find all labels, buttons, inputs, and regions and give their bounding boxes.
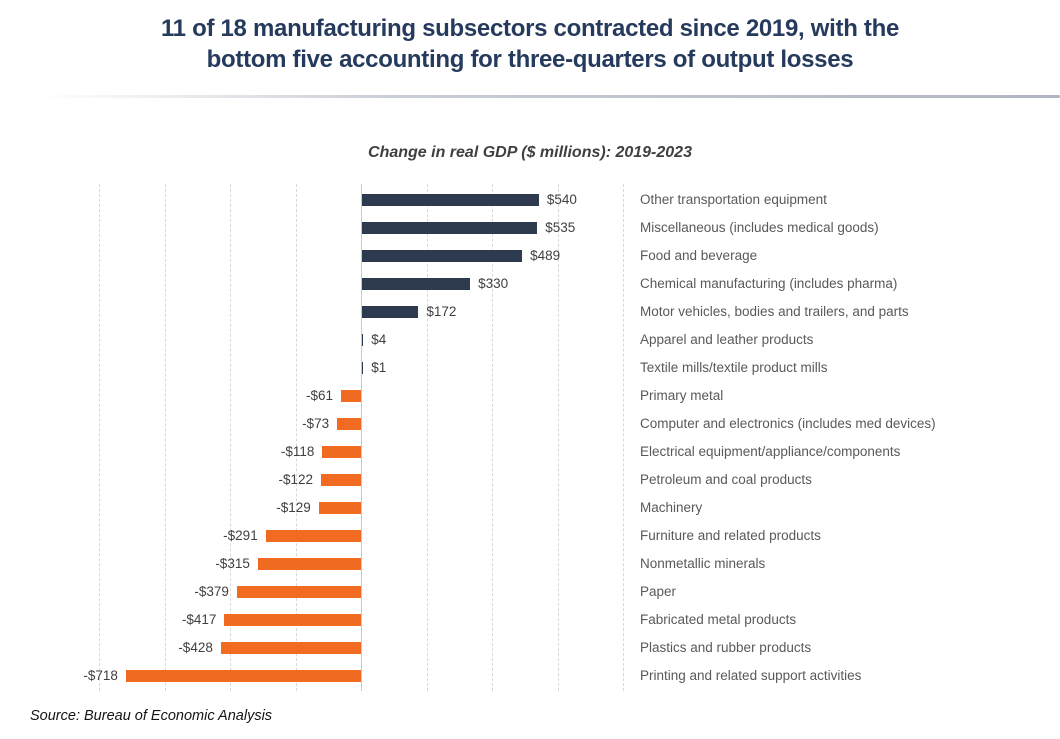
category-label: Apparel and leather products — [640, 331, 814, 347]
value-label: -$428 — [178, 640, 213, 655]
bar — [362, 221, 538, 234]
chart-subtitle: Change in real GDP ($ millions): 2019-20… — [368, 144, 692, 161]
category-label: Printing and related support activities — [640, 667, 862, 683]
value-label: -$718 — [83, 668, 118, 683]
bar — [321, 473, 361, 486]
bar — [318, 501, 361, 514]
value-label: -$122 — [278, 472, 314, 487]
category-label: Plastics and rubber products — [640, 639, 812, 655]
value-label: $540 — [546, 192, 577, 207]
bar — [362, 249, 523, 262]
bar — [341, 389, 361, 402]
bar — [224, 613, 361, 626]
value-label: -$417 — [181, 612, 217, 627]
bar — [337, 417, 361, 430]
chart-title: 11 of 18 manufacturing subsectors contra… — [0, 13, 1060, 75]
category-label: Nonmetallic minerals — [640, 555, 766, 571]
value-label: -$129 — [276, 500, 311, 515]
category-label: Paper — [640, 583, 677, 599]
value-label: $489 — [530, 248, 561, 263]
category-label: Miscellaneous (includes medical goods) — [640, 219, 879, 235]
value-label: $172 — [426, 304, 457, 319]
category-label: Electrical equipment/appliance/component… — [640, 443, 901, 459]
gridline — [230, 184, 231, 691]
category-label: Furniture and related products — [640, 527, 821, 543]
gridline — [164, 184, 166, 691]
value-label: -$379 — [194, 584, 229, 599]
source-note: Source: Bureau of Economic Analysis — [30, 708, 273, 724]
gridline — [623, 184, 624, 691]
value-label: $330 — [478, 276, 509, 291]
category-label: Machinery — [640, 499, 703, 515]
gridline — [426, 184, 428, 691]
bar — [265, 529, 361, 542]
category-label: Computer and electronics (includes med d… — [640, 415, 936, 431]
bar — [125, 669, 361, 682]
value-label: $4 — [371, 332, 387, 347]
gridline — [492, 184, 493, 691]
zero-axis-line — [361, 184, 362, 691]
value-label: -$291 — [223, 528, 258, 543]
value-label: -$118 — [280, 444, 315, 459]
gridline — [99, 184, 100, 691]
bar — [362, 277, 471, 290]
bar — [220, 641, 361, 654]
category-label: Textile mills/textile product mills — [640, 359, 828, 375]
chart-title-line1: 11 of 18 manufacturing subsectors contra… — [160, 15, 900, 42]
category-label: Primary metal — [640, 387, 724, 403]
value-label: -$61 — [306, 388, 334, 403]
value-label: -$73 — [302, 416, 330, 431]
bar — [236, 585, 361, 598]
gridline — [295, 184, 297, 691]
category-label: Chemical manufacturing (includes pharma) — [640, 275, 898, 291]
category-label: Food and beverage — [640, 247, 758, 263]
chart-title-line2: bottom five accounting for three-quarter… — [206, 46, 854, 73]
category-label: Motor vehicles, bodies and trailers, and… — [640, 303, 909, 319]
category-label: Other transportation equipment — [640, 191, 827, 207]
gridline — [557, 184, 559, 691]
value-label: $535 — [545, 220, 576, 235]
bar — [362, 361, 364, 374]
value-label: $1 — [371, 360, 387, 375]
bar — [362, 333, 364, 346]
bar — [362, 305, 419, 318]
category-label: Fabricated metal products — [640, 611, 797, 627]
bar — [362, 193, 539, 206]
bar — [257, 557, 361, 570]
title-divider — [38, 95, 1060, 98]
bar — [322, 445, 361, 458]
value-label: -$315 — [215, 556, 250, 571]
category-label: Petroleum and coal products — [640, 471, 812, 487]
